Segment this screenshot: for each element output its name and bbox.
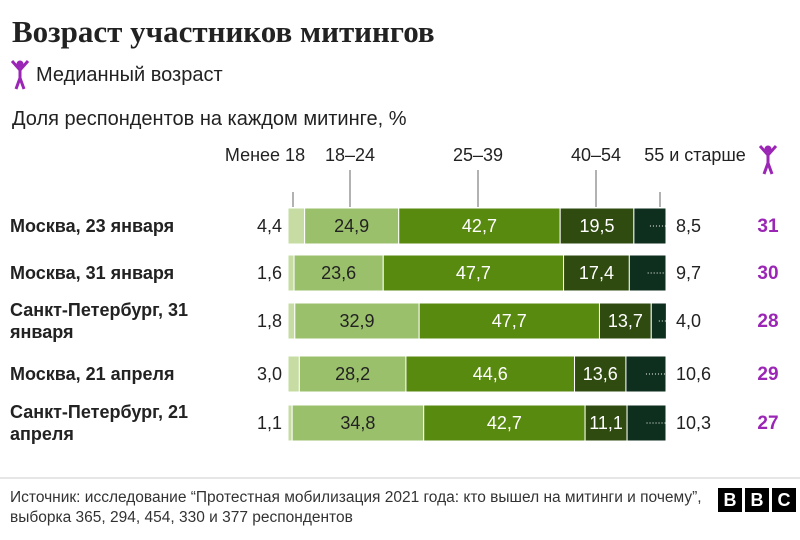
chart-title: Возраст участников митингов bbox=[12, 14, 435, 49]
value-label: 1,1 bbox=[257, 413, 282, 433]
bar-segment bbox=[294, 302, 420, 340]
value-label: 10,6 bbox=[676, 364, 711, 384]
bar-segment bbox=[405, 355, 576, 393]
median-value: 28 bbox=[757, 311, 778, 332]
value-label: 32,9 bbox=[339, 311, 374, 331]
median-value: 29 bbox=[757, 364, 778, 385]
logo-box bbox=[772, 488, 796, 512]
legend-entry: Менее 18 bbox=[224, 145, 306, 165]
value-label: 17,4 bbox=[579, 263, 614, 283]
legend-entry: 40–54 bbox=[570, 145, 622, 165]
value-label: 4,4 bbox=[257, 216, 282, 236]
bar-segment bbox=[423, 404, 586, 442]
source-note: Источник: исследование “Протестная мобил… bbox=[10, 489, 702, 526]
bar-segment bbox=[382, 254, 565, 292]
bar-segment bbox=[293, 254, 384, 292]
bar-segment bbox=[287, 207, 306, 245]
median-icon bbox=[10, 60, 30, 90]
value-label: 19,5 bbox=[579, 216, 614, 236]
chart-subtitle: Доля респондентов на каждом митинге, % bbox=[12, 108, 407, 130]
value-label: 42,7 bbox=[487, 413, 522, 433]
bar-segment bbox=[559, 207, 635, 245]
value-label: 44,6 bbox=[473, 364, 508, 384]
median-header-icon bbox=[758, 145, 778, 175]
value-label: 13,7 bbox=[608, 311, 643, 331]
value-label: 3,0 bbox=[257, 364, 282, 384]
value-label: 47,7 bbox=[492, 311, 527, 331]
category-label: Москва, 31 января bbox=[10, 263, 175, 283]
value-label: 4,0 bbox=[676, 311, 701, 331]
value-label: 23,6 bbox=[321, 263, 356, 283]
bar-segment bbox=[291, 404, 425, 442]
category-label: Москва, 23 января bbox=[10, 216, 175, 236]
logo-box bbox=[745, 488, 769, 512]
value-label: 1,8 bbox=[257, 311, 282, 331]
legend-entry: 25–39 bbox=[452, 145, 504, 165]
value-label: 9,7 bbox=[676, 263, 701, 283]
category-label: Санкт-Петербург, 31 января bbox=[10, 300, 189, 342]
bar-segment bbox=[287, 302, 296, 340]
value-label: 8,5 bbox=[676, 216, 701, 236]
category-label: Москва, 21 апреля bbox=[10, 364, 175, 384]
bar-segment bbox=[298, 355, 407, 393]
median-legend: Медианный возраст bbox=[36, 64, 223, 86]
category-label: Санкт-Петербург, 21 апреля bbox=[10, 402, 189, 444]
value-label: 1,6 bbox=[257, 263, 282, 283]
bar-segment bbox=[287, 254, 295, 292]
bar-segment bbox=[287, 404, 293, 442]
legend-entry: 18–24 bbox=[324, 145, 376, 165]
legend-entry: 55 и старше bbox=[644, 145, 746, 165]
bar-segment bbox=[584, 404, 628, 442]
value-label: 13,6 bbox=[583, 364, 618, 384]
logo-letter: B bbox=[724, 490, 737, 510]
value-label: 24,9 bbox=[334, 216, 369, 236]
bar-segment bbox=[418, 302, 600, 340]
logo-letter: C bbox=[778, 490, 791, 510]
logo-letter: B bbox=[751, 490, 764, 510]
bar-segment bbox=[304, 207, 400, 245]
value-label: 47,7 bbox=[456, 263, 491, 283]
value-label: 34,8 bbox=[340, 413, 375, 433]
bar-segment bbox=[598, 302, 652, 340]
value-label: 42,7 bbox=[462, 216, 497, 236]
value-label: 28,2 bbox=[335, 364, 370, 384]
value-label: 11,1 bbox=[589, 413, 623, 433]
bar-segment bbox=[626, 404, 667, 442]
value-label: 10,3 bbox=[676, 413, 711, 433]
bar-segment bbox=[398, 207, 561, 245]
bar-segment bbox=[574, 355, 627, 393]
median-value: 30 bbox=[757, 263, 778, 284]
logo-box bbox=[718, 488, 742, 512]
median-value: 31 bbox=[757, 216, 779, 237]
median-value: 27 bbox=[757, 413, 778, 434]
bar-segment bbox=[287, 355, 300, 393]
